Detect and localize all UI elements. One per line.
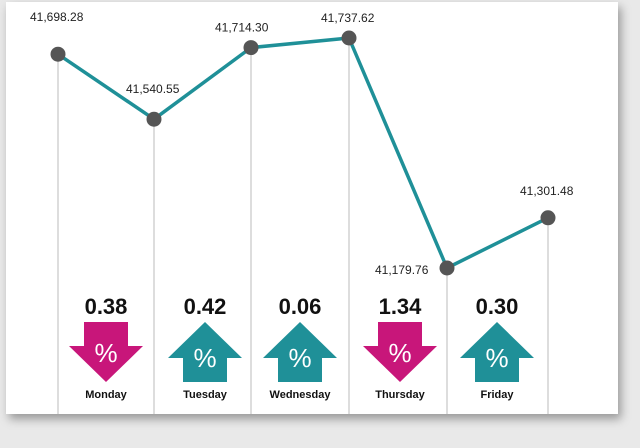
data-label: 41,714.30 [215, 21, 269, 35]
arrow-down-icon [69, 322, 143, 382]
data-point [50, 46, 66, 62]
arrow-up-icon [168, 322, 242, 382]
percent-icon: % [388, 338, 411, 368]
percent-change-value: 0.06 [279, 294, 322, 319]
day-label: Thursday [375, 389, 425, 401]
arrow-up-icon [460, 322, 534, 382]
data-points [50, 30, 556, 276]
data-label: 41,737.62 [321, 11, 375, 25]
daily-change-columns: 0.38% Monday 0.42% Tuesday 0.06% Wednesday 1.3… [69, 294, 534, 401]
arrow-down-icon [363, 322, 437, 382]
day-dividers [57, 38, 549, 414]
percent-change-value: 0.42 [184, 294, 227, 319]
percent-icon: % [193, 343, 216, 373]
point-labels: 41,698.28 41,540.55 41,714.30 41,737.62 41,1… [30, 10, 574, 277]
day-label: Tuesday [183, 389, 228, 401]
data-point [439, 260, 455, 276]
day-label: Wednesday [270, 389, 332, 401]
change-column-monday: 0.38% Monday [69, 294, 143, 401]
percent-change-value: 0.38 [85, 294, 128, 319]
percent-change-value: 1.34 [379, 294, 423, 319]
day-label: Monday [85, 389, 127, 401]
change-column-thursday: 1.34% Thursday [363, 294, 437, 401]
percent-icon: % [288, 343, 311, 373]
index-line [57, 36, 549, 270]
data-point [146, 111, 162, 127]
data-point [243, 40, 259, 56]
change-column-tuesday: 0.42% Tuesday [168, 294, 242, 401]
data-label: 41,540.55 [126, 82, 180, 96]
day-label: Friday [480, 389, 514, 401]
percent-icon: % [485, 343, 508, 373]
change-column-friday: 0.30% Friday [460, 294, 534, 401]
data-label: 41,301.48 [520, 184, 574, 198]
percent-icon: % [94, 338, 117, 368]
data-label: 41,179.76 [375, 263, 429, 277]
data-point [341, 30, 357, 46]
arrow-up-icon [263, 322, 337, 382]
change-column-wednesday: 0.06% Wednesday [263, 294, 337, 401]
percent-change-value: 0.30 [476, 294, 519, 319]
data-label: 41,698.28 [30, 10, 84, 24]
data-point [540, 210, 556, 226]
